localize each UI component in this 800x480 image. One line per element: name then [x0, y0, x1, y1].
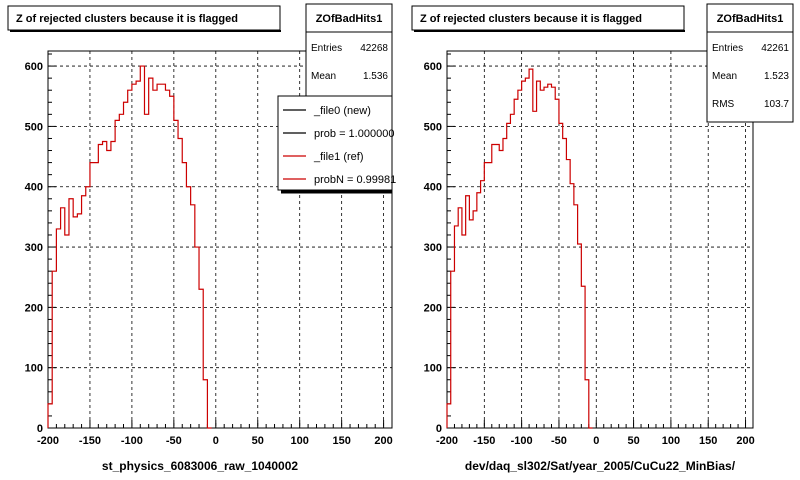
chart-title: Z of rejected clusters because it is fla… — [16, 13, 238, 25]
y-tick-label: 100 — [424, 363, 442, 375]
x-tick-label: 0 — [593, 435, 599, 447]
chart-title-box — [411, 5, 685, 31]
x-axis-title: dev/daq_sl302/Sat/year_2005/CuCu22_MinBi… — [465, 459, 736, 473]
y-tick-label: 600 — [25, 61, 43, 73]
stats-value: 42261 — [761, 43, 789, 54]
x-tick-label: 100 — [662, 435, 680, 447]
legend-label: prob = 1.000000 — [314, 128, 394, 140]
x-tick-label: -150 — [473, 435, 495, 447]
x-tick-label: 100 — [291, 435, 309, 447]
stats-value: 1.536 — [363, 71, 388, 82]
stats-box-title: ZOfBadHits1 — [316, 13, 383, 25]
x-tick-label: 50 — [252, 435, 264, 447]
stats-box — [706, 3, 794, 123]
y-tick-label: 500 — [424, 121, 442, 133]
chart-panel-1: -200 -150 -100 -50 0 50 100 150 200 0 100 200 300 400… — [7, 3, 396, 473]
x-tick-label: 200 — [736, 435, 754, 447]
y-tick-label: 0 — [37, 423, 43, 435]
stats-label: RMS — [712, 99, 735, 110]
x-tick-label: 50 — [627, 435, 639, 447]
stats-value: 1.523 — [764, 71, 789, 82]
stats-value: 103.7 — [764, 99, 789, 110]
chart-title: Z of rejected clusters because it is fla… — [420, 13, 642, 25]
stats-box-title: ZOfBadHits1 — [717, 13, 784, 25]
stats-box — [305, 3, 393, 101]
legend-box — [277, 95, 393, 191]
x-tick-label: 150 — [699, 435, 717, 447]
x-tick-label: -200 — [436, 435, 458, 447]
x-tick-label: 150 — [332, 435, 350, 447]
x-tick-label: -50 — [166, 435, 182, 447]
stats-label: Entries — [712, 43, 743, 54]
x-tick-label: -100 — [511, 435, 533, 447]
y-tick-label: 100 — [25, 363, 43, 375]
y-tick-label: 600 — [424, 61, 442, 73]
chart-title-box — [7, 5, 281, 31]
y-tick-label: 300 — [25, 242, 43, 254]
stats-label: Mean — [712, 71, 737, 82]
y-tick-label: 0 — [436, 423, 442, 435]
x-tick-label: -150 — [79, 435, 101, 447]
y-tick-label: 300 — [424, 242, 442, 254]
histogram-series — [47, 65, 212, 429]
y-tick-label: 200 — [424, 302, 442, 314]
legend: _file0 (new) prob = 1.000000 _file1 (ref) p… — [277, 95, 396, 194]
y-tick-label: 400 — [25, 182, 43, 194]
stats-value: 42268 — [360, 43, 388, 54]
x-tick-label: -100 — [121, 435, 143, 447]
x-tick-label: 0 — [213, 435, 219, 447]
y-tick-label: 200 — [25, 302, 43, 314]
x-tick-label: 200 — [374, 435, 392, 447]
plot-frame — [446, 50, 754, 429]
legend-label: _file1 (ref) — [313, 151, 364, 163]
x-tick-label: -50 — [551, 435, 567, 447]
stats-label: Entries — [311, 43, 342, 54]
y-tick-label: 400 — [424, 182, 442, 194]
x-tick-label: -200 — [37, 435, 59, 447]
legend-label: _file0 (new) — [313, 105, 371, 117]
stats-label: Mean — [311, 71, 336, 82]
legend-label: probN = 0.99981 — [314, 174, 396, 186]
chart-panel-2: -200 -150 -100 -50 0 50 100 150 200 0 100 200 300 400… — [411, 3, 794, 473]
y-tick-label: 500 — [25, 121, 43, 133]
histogram-series — [446, 68, 593, 429]
x-axis-title: st_physics_6083006_raw_1040002 — [102, 459, 298, 473]
